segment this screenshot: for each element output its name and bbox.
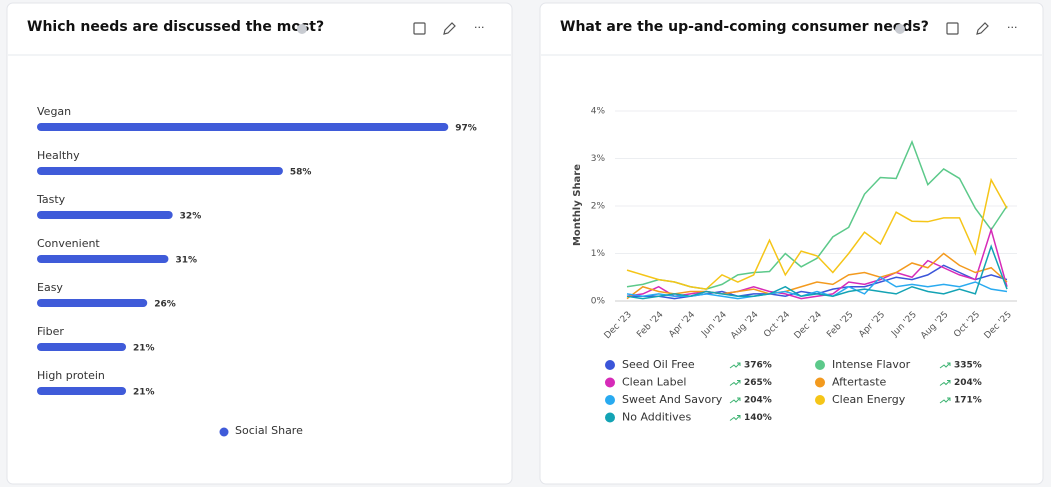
info-icon[interactable] <box>895 24 905 34</box>
bar <box>37 387 127 395</box>
category-label: Easy <box>37 281 63 294</box>
trend-icon <box>939 397 951 404</box>
card <box>539 2 1044 485</box>
legend-change: 204% <box>744 396 772 406</box>
export-icon[interactable] <box>413 22 426 35</box>
legend-label: Social Share <box>235 424 303 437</box>
legend-change: 335% <box>954 361 982 371</box>
legend-change: 140% <box>744 413 772 423</box>
legend-change: 265% <box>744 378 772 388</box>
y-tick-label: 0% <box>591 297 606 307</box>
info-icon[interactable] <box>297 24 307 34</box>
edit-icon[interactable] <box>976 22 989 35</box>
bar <box>37 343 127 351</box>
category-label: Fiber <box>37 325 64 338</box>
edit-icon[interactable] <box>443 22 456 35</box>
y-tick-label: 2% <box>591 202 606 212</box>
bar <box>37 123 449 131</box>
more-icon[interactable]: ··· <box>474 21 485 34</box>
card-title: Which needs are discussed the most? <box>27 19 324 35</box>
value-label: 21% <box>133 344 155 354</box>
legend-dot <box>815 377 825 388</box>
more-icon[interactable]: ··· <box>1007 21 1018 34</box>
legend-dot <box>605 412 615 423</box>
trend-icon <box>729 362 741 369</box>
legend-change: 171% <box>954 396 982 406</box>
value-label: 26% <box>154 300 176 310</box>
legend-label: No Additives <box>622 411 691 424</box>
legend-dot <box>605 360 615 370</box>
category-label: Convenient <box>37 237 100 250</box>
legend-label: Clean Label <box>622 376 686 389</box>
legend-label: Seed Oil Free <box>622 358 695 371</box>
trend-icon <box>939 362 951 369</box>
legend-dot <box>219 427 229 437</box>
value-label: 21% <box>133 388 155 398</box>
bar <box>37 255 169 263</box>
trend-icon <box>729 415 741 421</box>
category-label: High protein <box>37 369 105 382</box>
line <box>626 252 1008 300</box>
toolbar: ··· ··· <box>413 21 1018 35</box>
legend-dot <box>605 395 615 405</box>
legend-label: Intense Flavor <box>832 358 911 371</box>
value-label: 97% <box>455 124 477 134</box>
y-tick-label: 4% <box>591 107 606 117</box>
value-label: 58% <box>290 168 312 178</box>
legend-dot <box>815 360 825 370</box>
trend-icon <box>939 380 951 386</box>
legend-change: 204% <box>954 378 982 388</box>
value-label: 31% <box>175 256 197 266</box>
value-label: 32% <box>180 212 202 222</box>
y-tick-label: 3% <box>591 154 606 164</box>
bar <box>37 211 173 219</box>
category-label: Tasty <box>36 193 66 206</box>
legend-label: Aftertaste <box>832 376 887 389</box>
line <box>626 244 1008 300</box>
y-tick-label: 1% <box>591 249 606 259</box>
legend-label: Clean Energy <box>832 393 906 406</box>
bar <box>37 299 148 307</box>
trend-icon <box>729 380 741 386</box>
y-axis-label: Monthly Share <box>572 164 583 246</box>
category-label: Vegan <box>37 105 71 118</box>
legend-dot <box>815 395 825 405</box>
category-label: Healthy <box>37 149 80 162</box>
export-icon[interactable] <box>946 22 959 35</box>
legend-dot <box>605 377 615 388</box>
legend-change: 376% <box>744 361 772 371</box>
line <box>626 177 1008 290</box>
line <box>626 227 1008 300</box>
bar <box>37 167 283 175</box>
trend-icon <box>729 397 741 404</box>
card-title: What are the up-and-coming consumer need… <box>560 19 929 35</box>
legend-label: Sweet And Savory <box>622 393 723 406</box>
